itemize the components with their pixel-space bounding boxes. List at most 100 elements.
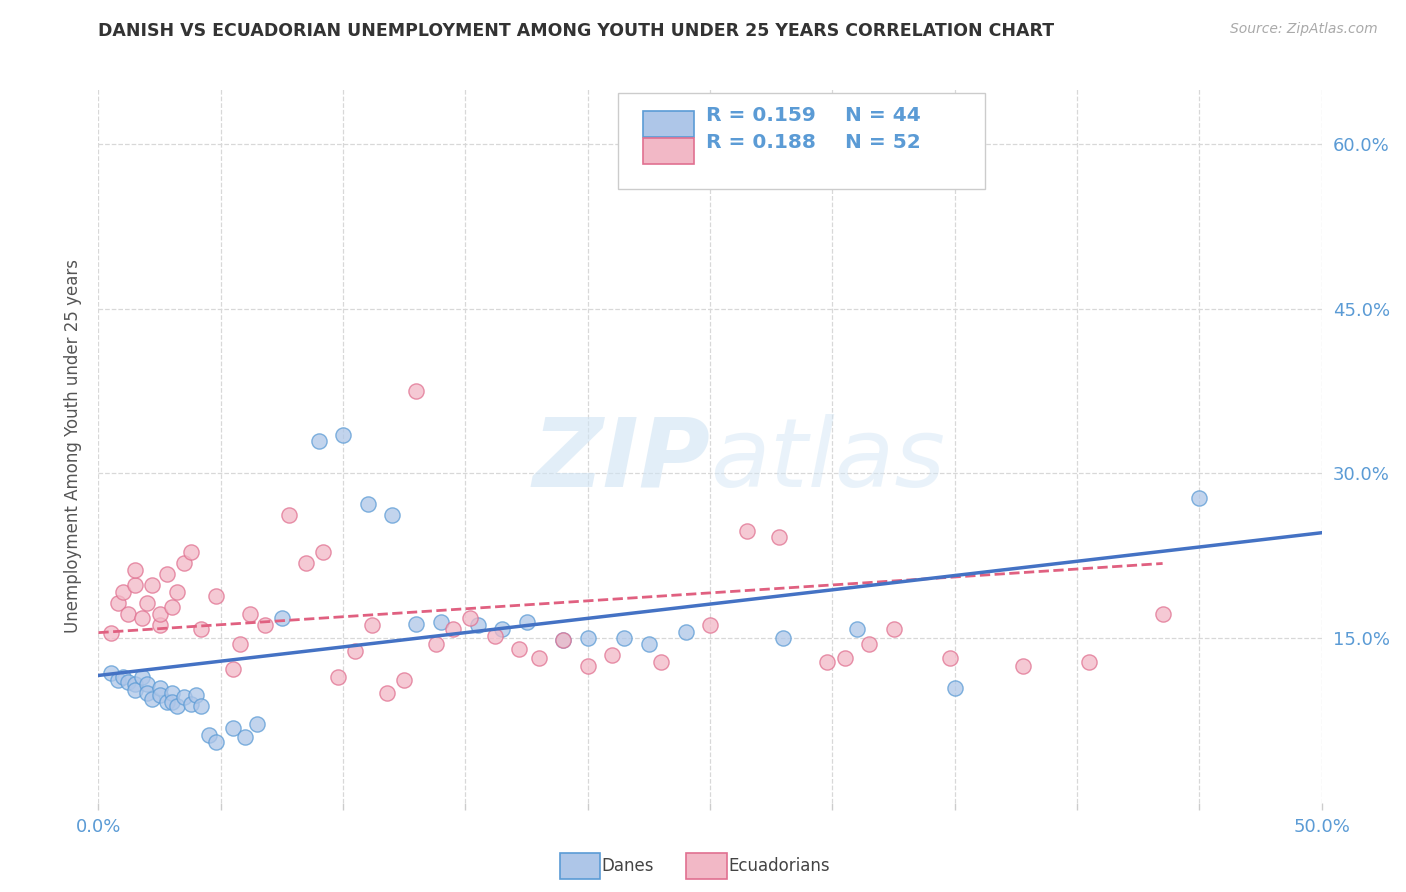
Point bbox=[650, 655, 672, 669]
Point bbox=[107, 673, 129, 687]
Point bbox=[943, 681, 966, 695]
Point bbox=[295, 557, 318, 571]
Point bbox=[1012, 658, 1035, 673]
Text: N = 44: N = 44 bbox=[845, 106, 921, 125]
Point bbox=[772, 631, 794, 645]
Point bbox=[131, 611, 153, 625]
Point bbox=[508, 642, 530, 657]
Point bbox=[156, 695, 179, 709]
Point bbox=[515, 615, 537, 629]
Y-axis label: Unemployment Among Youth under 25 years: Unemployment Among Youth under 25 years bbox=[63, 259, 82, 633]
Point bbox=[100, 666, 122, 681]
Point bbox=[356, 497, 378, 511]
FancyBboxPatch shape bbox=[643, 112, 695, 137]
Point bbox=[332, 428, 354, 442]
Point bbox=[253, 618, 276, 632]
Point bbox=[858, 637, 880, 651]
Point bbox=[149, 681, 172, 695]
Point bbox=[312, 545, 335, 559]
Point bbox=[308, 434, 330, 448]
Point bbox=[111, 669, 134, 683]
Point bbox=[160, 695, 183, 709]
Point bbox=[576, 631, 599, 645]
Text: Source: ZipAtlas.com: Source: ZipAtlas.com bbox=[1230, 22, 1378, 37]
Point bbox=[136, 686, 159, 700]
Point bbox=[205, 735, 228, 749]
Point bbox=[205, 590, 228, 604]
Point bbox=[381, 508, 404, 523]
Text: Danes: Danes bbox=[602, 857, 654, 875]
Point bbox=[239, 607, 262, 621]
Point bbox=[344, 644, 367, 658]
Point bbox=[845, 623, 868, 637]
Point bbox=[149, 607, 172, 621]
Point bbox=[425, 637, 447, 651]
Point bbox=[229, 637, 252, 651]
Text: R = 0.188: R = 0.188 bbox=[706, 133, 817, 153]
Point bbox=[467, 618, 489, 632]
Point bbox=[638, 637, 661, 651]
Point bbox=[576, 658, 599, 673]
Point bbox=[180, 697, 202, 711]
Point bbox=[141, 578, 163, 592]
Point bbox=[131, 669, 153, 683]
Point bbox=[180, 545, 202, 559]
Point bbox=[124, 682, 146, 697]
Point bbox=[768, 530, 790, 544]
Text: atlas: atlas bbox=[710, 414, 945, 507]
Text: DANISH VS ECUADORIAN UNEMPLOYMENT AMONG YOUTH UNDER 25 YEARS CORRELATION CHART: DANISH VS ECUADORIAN UNEMPLOYMENT AMONG … bbox=[98, 22, 1054, 40]
Point bbox=[834, 651, 856, 665]
Point bbox=[328, 669, 350, 683]
Point bbox=[186, 688, 208, 702]
Point bbox=[392, 673, 416, 687]
Point bbox=[527, 651, 550, 665]
Point bbox=[190, 699, 212, 714]
Point bbox=[405, 384, 427, 398]
Point bbox=[246, 716, 269, 731]
Point bbox=[361, 618, 384, 632]
Point bbox=[166, 699, 188, 714]
Point bbox=[270, 611, 294, 625]
Point bbox=[675, 624, 697, 639]
Point bbox=[222, 662, 245, 676]
Point bbox=[160, 686, 183, 700]
Point bbox=[553, 633, 575, 648]
Point bbox=[939, 651, 962, 665]
Point bbox=[233, 730, 256, 744]
Point bbox=[375, 686, 398, 700]
Point bbox=[107, 596, 129, 610]
Text: ZIP: ZIP bbox=[531, 414, 710, 507]
Text: R = 0.159: R = 0.159 bbox=[706, 106, 815, 125]
Point bbox=[1188, 491, 1211, 505]
Point bbox=[278, 508, 301, 523]
Point bbox=[173, 690, 195, 705]
Point bbox=[484, 629, 506, 643]
Point bbox=[405, 616, 427, 631]
Point bbox=[197, 728, 219, 742]
Point bbox=[883, 623, 905, 637]
Point bbox=[190, 623, 212, 637]
Point bbox=[600, 648, 623, 662]
Point bbox=[222, 721, 245, 735]
Point bbox=[149, 618, 172, 632]
Point bbox=[111, 585, 134, 599]
Point bbox=[124, 563, 146, 577]
Point bbox=[124, 677, 146, 691]
Point bbox=[613, 631, 636, 645]
Point bbox=[136, 677, 159, 691]
Point bbox=[553, 633, 575, 648]
Point bbox=[149, 688, 172, 702]
Point bbox=[491, 623, 513, 637]
Point bbox=[735, 524, 758, 538]
Point bbox=[1078, 655, 1101, 669]
Point bbox=[1152, 607, 1174, 621]
Point bbox=[441, 623, 464, 637]
Point bbox=[458, 611, 481, 625]
FancyBboxPatch shape bbox=[643, 138, 695, 164]
Point bbox=[117, 675, 139, 690]
Point bbox=[141, 691, 163, 706]
Point bbox=[166, 585, 188, 599]
Point bbox=[699, 618, 721, 632]
Point bbox=[100, 625, 122, 640]
Point bbox=[817, 655, 839, 669]
